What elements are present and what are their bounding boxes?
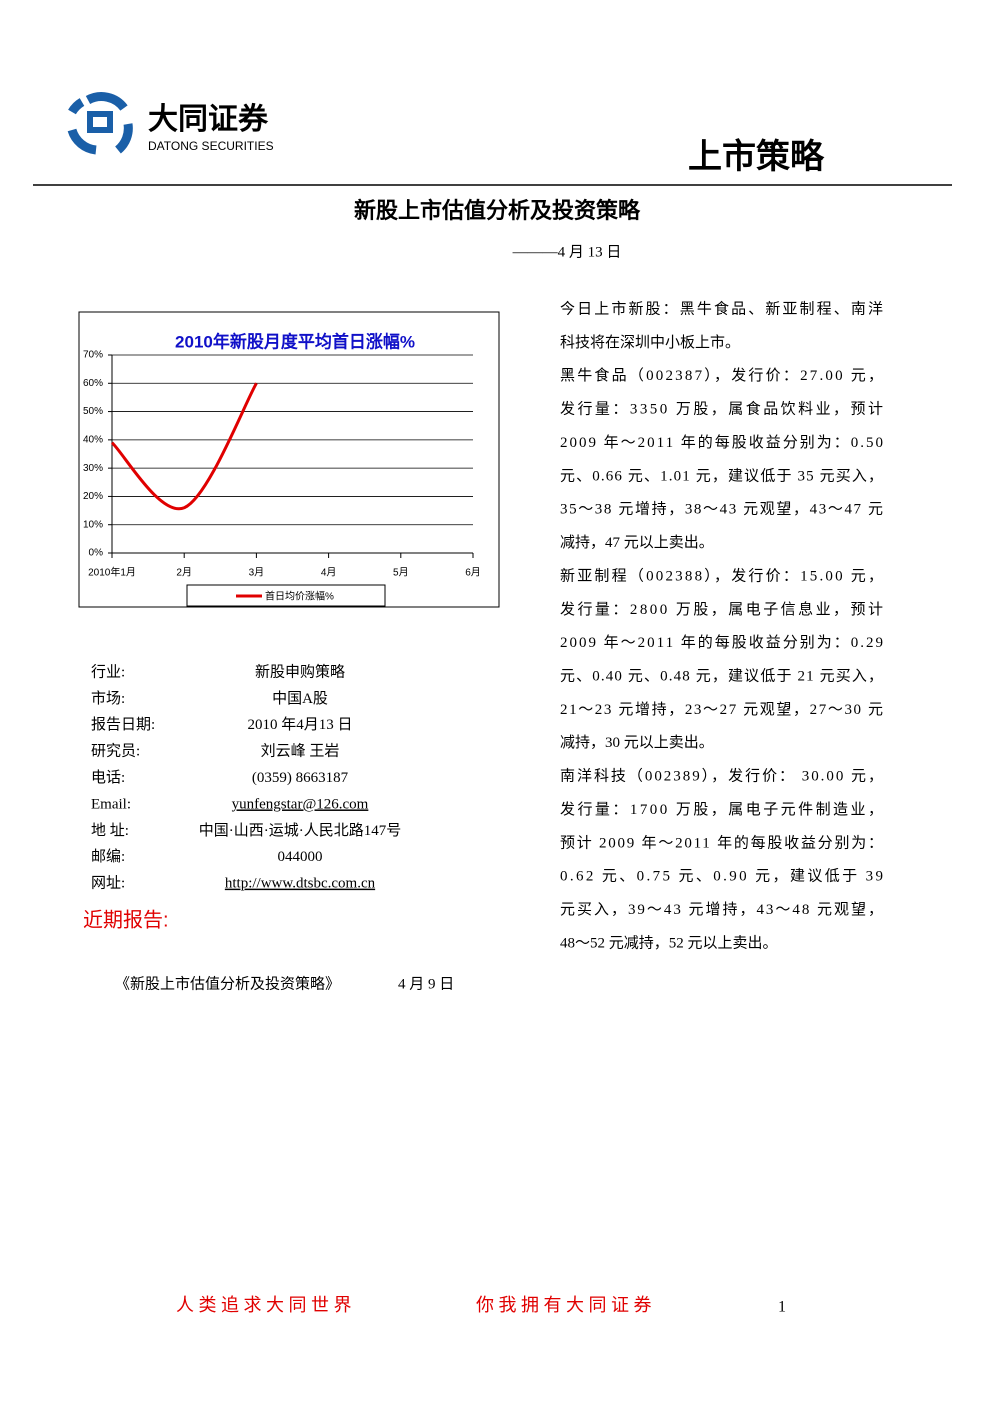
body-line: 2009 年～2011 年的每股收益分别为：0.29 (560, 634, 883, 651)
body-line: 科技将在深圳中小板上市。 (560, 333, 740, 351)
section-title: 上市策略 (688, 137, 825, 176)
logo-en: DATONG SECURITIES (148, 139, 274, 153)
body-line: 元、0.40 元、0.48 元，建议低于 21 元买入， (560, 668, 883, 685)
doc-date: ———4 月 13 日 (512, 244, 622, 260)
body-line: 2009 年～2011 年的每股收益分别为：0.50 (560, 434, 883, 451)
recent-heading: 近期报告: (83, 908, 169, 931)
x-tick-label: 2月 (176, 567, 192, 579)
info-value: http://www.dtsbc.com.cn (225, 876, 376, 892)
body-line: 新亚制程（002388），发行价：15.00 元， (560, 567, 883, 584)
y-tick-label: 10% (83, 519, 103, 530)
recent-title: 《新股上市估值分析及投资策略》 (115, 975, 340, 992)
recent-date: 4 月 9 日 (398, 976, 454, 992)
info-label: 地 址: (91, 822, 129, 839)
body-line: 黑牛食品（002387），发行价：27.00 元， (560, 367, 883, 384)
info-label: 报告日期: (91, 716, 155, 733)
info-label: 研究员: (91, 743, 140, 760)
body-line: 南洋科技（002389），发行价： 30.00 元， (560, 768, 883, 785)
info-value: 2010 年4月13 日 (247, 716, 352, 733)
x-tick-label: 2010年1月 (88, 566, 136, 579)
doc-title: 新股上市估值分析及投资策略 (354, 198, 641, 223)
info-value: 刘云峰 王岩 (261, 743, 340, 760)
page-number: 1 (778, 1299, 786, 1316)
logo-cn: 大同证券 (148, 103, 269, 136)
x-tick-label: 5月 (393, 567, 409, 579)
info-label: Email: (91, 796, 131, 812)
legend-label: 首日均价涨幅% (265, 590, 334, 603)
body-line: 预计 2009 年～2011 年的每股收益分别为： (560, 834, 883, 851)
y-tick-label: 60% (83, 378, 103, 389)
info-label: 行业: (91, 663, 125, 680)
info-label: 市场: (91, 690, 125, 707)
info-value: 中国·山西·运城·人民北路147号 (199, 822, 402, 839)
body-line: 减持，30 元以上卖出。 (560, 734, 714, 751)
info-value: yunfengstar@126.com (232, 796, 369, 812)
logo-icon (67, 92, 133, 155)
chart-frame (78, 311, 500, 608)
x-tick-label: 3月 (249, 567, 265, 579)
info-value: (0359) 8663187 (252, 770, 349, 786)
y-tick-label: 50% (83, 406, 103, 417)
body-line: 减持，47 元以上卖出。 (560, 534, 714, 551)
info-label: 网址: (91, 875, 125, 892)
x-tick-label: 4月 (321, 567, 337, 579)
y-tick-label: 70% (83, 350, 103, 361)
footer-slogan: 你 我 拥 有 大 同 证 券 (476, 1295, 652, 1315)
info-label: 邮编: (91, 848, 125, 865)
chart-title: 2010年新股月度平均首日涨幅% (175, 331, 415, 351)
info-value: 044000 (278, 849, 323, 865)
body-line: 0.62 元、0.75 元、0.90 元，建议低于 39 (560, 868, 883, 885)
data-line (110, 382, 258, 511)
body-line: 发行量：3350 万股，属食品饮料业，预计 (560, 401, 883, 418)
x-tick-label: 6月 (465, 567, 481, 579)
body-line: 35～38 元增持，38～43 元观望，43～47 元 (560, 501, 883, 518)
footer-slogan: 人 类 追 求 大 同 世 界 (176, 1295, 352, 1315)
body-line: 发行量：1700 万股，属电子元件制造业， (560, 801, 883, 818)
body-line: 元买入，39～43 元增持，43～48 元观望， (560, 901, 883, 918)
legend-box (186, 584, 386, 607)
y-tick-label: 30% (83, 463, 103, 474)
body-line: 发行量：2800 万股，属电子信息业，预计 (560, 601, 883, 618)
body-line: 21～23 元增持，23～27 元观望，27～30 元 (560, 701, 883, 718)
y-tick-label: 20% (83, 491, 103, 502)
info-label: 电话: (91, 769, 125, 786)
y-tick-label: 40% (83, 434, 103, 445)
body-line: 48～52 元减持，52 元以上卖出。 (560, 934, 778, 951)
info-value: 中国A股 (272, 690, 328, 707)
body-line: 今日上市新股：黑牛食品、新亚制程、南洋 (560, 300, 883, 317)
y-tick-label: 0% (89, 548, 104, 559)
info-value: 新股申购策略 (255, 663, 345, 680)
body-line: 元、0.66 元、1.01 元，建议低于 35 元买入， (560, 467, 883, 484)
